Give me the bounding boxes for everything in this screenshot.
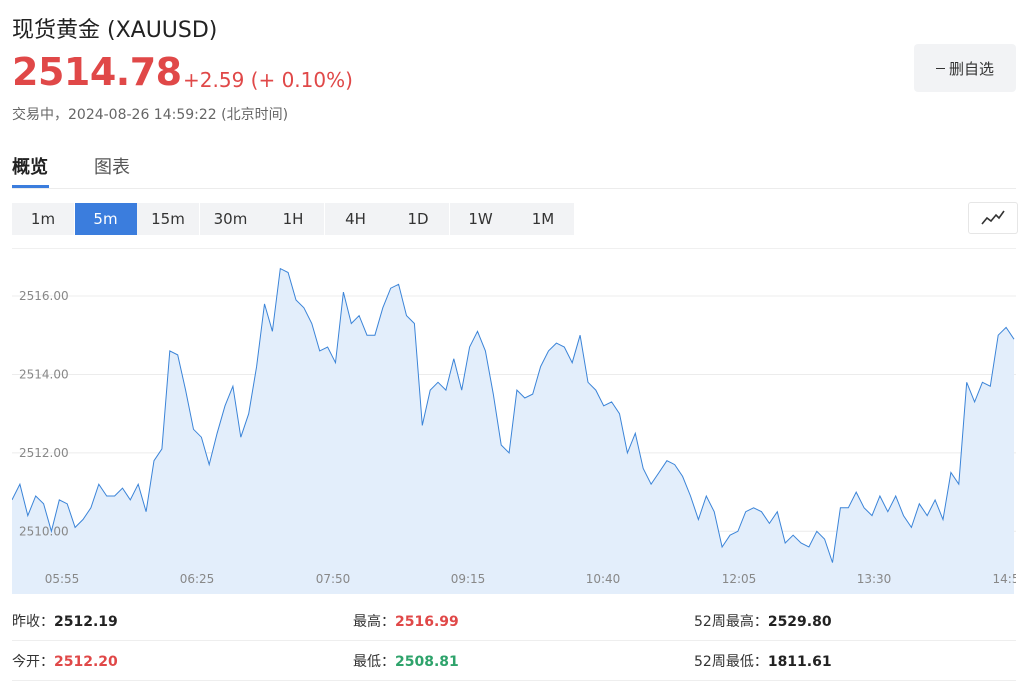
current-price: 2514.78 xyxy=(12,50,182,94)
stat-high: 最高：2516.99 xyxy=(353,614,459,630)
x-tick-label: 05:55 xyxy=(45,572,80,586)
y-tick-label: 2512.00 xyxy=(19,446,69,460)
price-line xyxy=(11,267,1015,563)
remove-watchlist-label: 删自选 xyxy=(948,59,994,78)
x-tick-label: 10:40 xyxy=(586,572,621,586)
x-tick-label: 12:05 xyxy=(722,572,757,586)
period-1d[interactable]: 1D xyxy=(387,203,449,235)
remove-watchlist-button[interactable]: 删自选 xyxy=(914,44,1016,92)
trading-status: 交易中，2024-08-26 14:59:22 (北京时间) xyxy=(12,107,289,123)
period-1w[interactable]: 1W xyxy=(449,203,512,235)
x-tick-label: 13:30 xyxy=(857,572,892,586)
x-tick-label: 09:15 xyxy=(451,572,486,586)
stats-row: 昨收：2512.19 最高：2516.99 52周最高：2529.80 xyxy=(12,600,1016,641)
period-selector: 1m 5m 15m 30m 1H 4H 1D 1W 1M xyxy=(12,203,575,235)
period-1m[interactable]: 1m xyxy=(12,203,74,235)
stat-52w-high: 52周最高：2529.80 xyxy=(694,614,832,630)
tab-chart[interactable]: 图表 xyxy=(94,157,130,178)
y-tick-label: 2514.00 xyxy=(19,367,69,381)
period-5m[interactable]: 5m xyxy=(74,203,137,235)
stat-open: 今开：2512.20 xyxy=(12,654,118,670)
chart-svg: 2508.002510.002512.002514.002516.0005:55… xyxy=(11,267,1019,617)
x-tick-label: 14:5 xyxy=(993,572,1016,586)
y-tick-label: 2516.00 xyxy=(19,289,69,303)
line-chart-icon xyxy=(981,210,1005,225)
page-title: 现货黄金 (XAUUSD) xyxy=(12,18,218,43)
period-30m[interactable]: 30m xyxy=(199,203,262,235)
stat-low: 最低：2508.81 xyxy=(353,654,459,670)
period-4h[interactable]: 4H xyxy=(324,203,387,235)
active-tab-indicator xyxy=(12,185,49,188)
period-1h[interactable]: 1H xyxy=(262,203,324,235)
minus-icon xyxy=(935,67,945,69)
tab-overview[interactable]: 概览 xyxy=(12,157,48,178)
x-tick-label: 07:50 xyxy=(316,572,351,586)
stat-prev-close: 昨收：2512.19 xyxy=(12,614,118,630)
y-tick-label: 2510.00 xyxy=(19,524,69,538)
price-change: +2.59 (+ 0.10%) xyxy=(183,68,353,92)
price-chart[interactable]: 2508.002510.002512.002514.002516.0005:55… xyxy=(11,248,1019,617)
period-1mo[interactable]: 1M xyxy=(512,203,574,235)
period-15m[interactable]: 15m xyxy=(137,203,199,235)
chart-type-toggle[interactable] xyxy=(968,202,1018,234)
stat-52w-low: 52周最低：1811.61 xyxy=(694,654,832,670)
tab-bar: 概览 图表 xyxy=(12,150,1016,189)
price-area xyxy=(12,268,1014,594)
stats-row: 今开：2512.20 最低：2508.81 52周最低：1811.61 xyxy=(12,640,1016,681)
x-tick-label: 06:25 xyxy=(180,572,215,586)
